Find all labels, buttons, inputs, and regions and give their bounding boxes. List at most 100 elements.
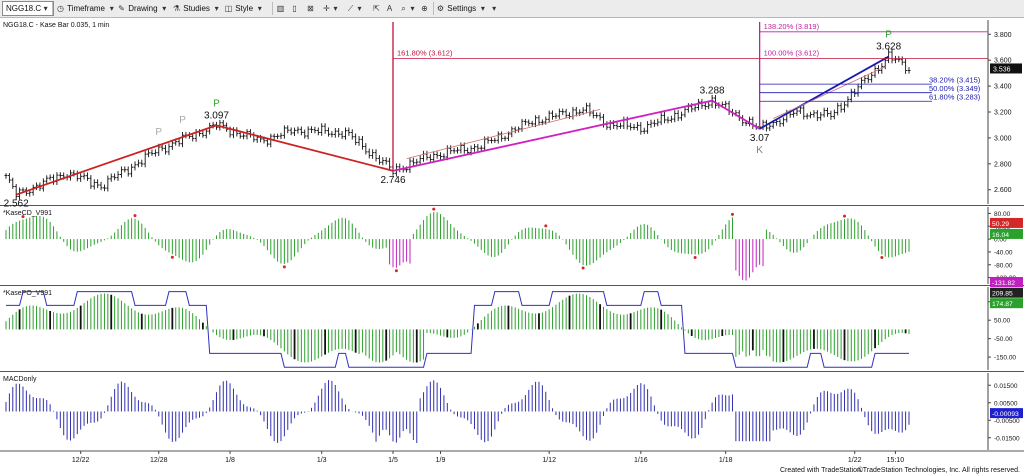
style-icon: ◫ [224,4,233,13]
candlestick-icon: ▯ [292,4,297,13]
flask-icon: ⚗ [172,4,181,13]
price-tick-label: 3.000 [994,135,1012,142]
candle-chart-button[interactable]: ▯ [290,2,299,15]
indicator-value-label: -0.00093 [992,411,1019,418]
indicator-name: MACDonly [3,376,37,383]
indicator-value-badge [990,217,1023,228]
chevron-down-icon: ▾ [109,4,114,13]
zoom-in-button[interactable]: ⊕ [420,2,429,15]
kasecd-signal-dot [544,224,548,228]
indicator-tick-label: -150.00 [994,355,1016,362]
indicator-value-badge [990,408,1023,419]
timeframe-menu[interactable]: ◷ Timeframe ▾ [56,2,116,15]
chevron-down-icon: ▾ [333,4,338,13]
last-price-label: 3.536 [993,66,1011,73]
kasecd-histogram [5,207,910,281]
style-menu[interactable]: ◫ Style ▾ [224,2,264,15]
indicator-value-label: 16.04 [992,232,1009,239]
pattern-marker: P [213,98,220,109]
macd-histogram [5,380,910,443]
wave-line-up [392,99,713,172]
text-icon: A [386,4,393,13]
chevron-down-icon: ▾ [257,4,262,13]
indicator-value-badge [990,298,1023,309]
chevron-down-icon: ▾ [357,4,362,13]
zoom-fit-icon: ⊠ [307,4,314,13]
magnifier-button[interactable]: ⌕ ▾ [399,2,417,15]
indicator-tick-label: -0.00500 [994,418,1020,425]
time-tick-label: 1/22 [848,457,862,464]
indicator-tick-label: 80.00 [994,211,1011,218]
price-tick-label: 3.200 [994,110,1012,117]
toolbar-separator [433,2,434,15]
time-tick-label: 1/5 [388,457,398,464]
time-tick-label: 12/22 [72,457,90,464]
indicator-value-label: -131.82 [992,280,1015,287]
price-tick-label: 2.800 [994,161,1012,168]
kasecd-signal-dot [133,214,137,218]
kasecd-signal-dot [880,256,884,260]
symbol-input[interactable]: NGG18.C ▾ [2,1,54,16]
pattern-marker: P [179,115,186,126]
indicator-name: *KasePO_V991 [3,290,52,297]
pattern-marker: K [756,145,763,156]
indicator-tick-label: 0.01500 [994,383,1018,390]
toolbar-separator [272,2,273,15]
indicator-value-label: 209.85 [992,291,1013,298]
projection-label: 100.00% (3.612) [764,49,820,58]
retracement-label: 38.20% (3.415) [929,76,981,85]
cursor-icon: ⇱ [373,4,380,13]
time-tick-label: 1/3 [317,457,327,464]
clock-icon: ◷ [57,4,64,13]
bar-chart-button[interactable]: ▥ [276,2,285,15]
kasepo-envelope-line [6,291,909,368]
chart-background [0,18,1024,474]
indicator-value-badge [990,277,1023,287]
projection-label: 138.20% (3.819) [764,22,820,31]
crosshair-button[interactable]: ✛ ▾ [322,2,340,15]
swing-price-label: 2.746 [380,175,405,186]
kasecd-signal-dot [432,207,436,211]
indicator-value-badge [990,287,1023,298]
timeframe-label: Timeframe [67,4,106,13]
gear-icon: ⚙ [436,4,445,13]
time-tick-label: 12/28 [150,457,168,464]
chevron-down-icon: ▾ [214,4,219,13]
studies-label: Studies [183,4,210,13]
wave-line-up [15,124,217,196]
indicator-name: *KaseCD_V991 [3,210,52,217]
retracement-label: 50.00% (3.349) [929,84,981,93]
studies-menu[interactable]: ⚗ Studies ▾ [172,2,221,15]
line-tool-icon: ⟋ [347,4,354,13]
kasecd-signal-dot [581,266,585,270]
drawing-tools-button[interactable]: ⟋ ▾ [346,2,364,15]
swing-price-label: 3.097 [204,110,229,121]
indicator-value-label: 174.87 [992,301,1013,308]
indicator-tick-label: 50.00 [994,318,1011,325]
price-tick-label: 3.800 [994,32,1012,39]
time-tick-label: 1/16 [634,457,648,464]
settings-menu[interactable]: ⚙ Settings ▾ ▾ [436,2,499,15]
toolbar-separator [52,2,53,15]
indicator-tick-label: -0.01500 [994,435,1020,442]
cursor-button[interactable]: ⇱ [372,2,381,15]
wave-line-down [216,124,394,172]
text-tool-button[interactable]: A [385,2,394,15]
kasecd-signal-dot [170,255,174,259]
price-tick-label: 3.400 [994,84,1012,91]
swing-price-label: 3.628 [876,42,901,53]
kasecd-signal-dot [730,212,734,216]
drawing-menu[interactable]: ✎ Drawing ▾ [117,2,169,15]
indicator-value-badge [990,228,1023,239]
pattern-marker: P [885,30,892,41]
wave-line-down [711,99,761,130]
chevron-down-icon: ▾ [410,4,415,13]
indicator-tick-label: -50.00 [994,336,1013,343]
channel-line [406,109,601,160]
zoom-fit-button[interactable]: ⊠ [306,2,315,15]
kasecd-signal-dot [843,214,846,218]
symbol-description: NGG18.C - Kase Bar 0.035, 1 min [3,22,109,29]
chart-area[interactable]: NGG18.C - Kase Bar 0.035, 1 min 3.800 3.60… [0,18,1024,474]
kasepo-histogram [5,293,910,363]
chevron-down-icon: ▾ [480,4,485,13]
